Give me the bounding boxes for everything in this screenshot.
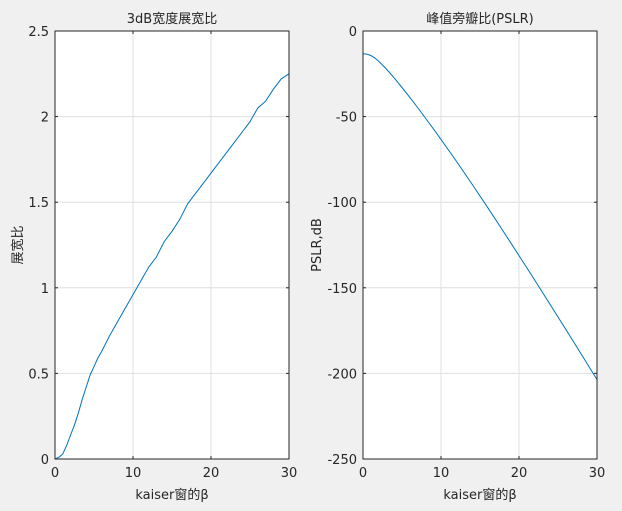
- x-tick-label-width-ratio: 30: [281, 466, 298, 481]
- x-axis-label-pslr: kaiser窗的β: [443, 487, 516, 503]
- ticks-width-ratio: 0 10 20 30 0 0.5 1 1.5 2 2.5: [28, 25, 297, 481]
- x-tick-label-width-ratio: 10: [125, 466, 142, 481]
- plot-area-width-ratio: [55, 31, 289, 459]
- subplot-pslr: 0 10 20 300-50-100-150-200-250 峰值旁瓣比(PSLR) …: [310, 11, 605, 503]
- y-axis-label-width-ratio: 展宽比: [10, 225, 26, 264]
- x-tick-label-pslr: 30: [589, 466, 606, 481]
- y-tick-label-pslr: 0: [349, 25, 357, 40]
- y-tick-label-width-ratio: 0.5: [28, 367, 49, 382]
- axes-box-width-ratio: [54, 30, 290, 460]
- ticks-pslr: 0 10 20 30 0 -50 -100 -150 -200 -250: [327, 25, 605, 481]
- y-tick-label-width-ratio: 2.5: [28, 25, 49, 40]
- y-tick-label-pslr: -200: [327, 367, 357, 382]
- y-tick-label-pslr: -250: [327, 453, 357, 468]
- plot-area-pslr: [363, 31, 597, 459]
- axes-box-pslr: [362, 30, 598, 460]
- y-tick-label-pslr: -50: [336, 111, 357, 126]
- x-tick-label-width-ratio: 0: [51, 466, 59, 481]
- x-tick-label-width-ratio: 20: [203, 466, 220, 481]
- y-tick-label-width-ratio: 1.5: [28, 196, 49, 211]
- y-tick-label-pslr: -100: [327, 196, 357, 211]
- series-line-width-ratio: [54, 73, 290, 460]
- chart-title-pslr: 峰值旁瓣比(PSLR): [426, 11, 534, 27]
- y-tick-label-pslr: -150: [327, 282, 357, 297]
- y-tick-label-width-ratio: 2: [41, 111, 49, 126]
- y-tick-label-width-ratio: 1: [41, 282, 49, 297]
- series-line-pslr: [362, 53, 598, 380]
- y-tick-label-width-ratio: 0: [41, 453, 49, 468]
- x-axis-label-width-ratio: kaiser窗的β: [135, 487, 208, 503]
- chart-title-width-ratio: 3dB宽度展宽比: [127, 11, 217, 27]
- x-tick-label-pslr: 20: [511, 466, 528, 481]
- y-axis-label-pslr: PSLR,dB: [310, 218, 325, 272]
- x-tick-label-pslr: 0: [359, 466, 367, 481]
- subplot-width-ratio: 0 10 20 30 0 0.5 1 1.5 2 2.5 3dB宽度展宽比 kaiser窗的β 展…: [10, 11, 297, 503]
- x-tick-label-pslr: 10: [433, 466, 450, 481]
